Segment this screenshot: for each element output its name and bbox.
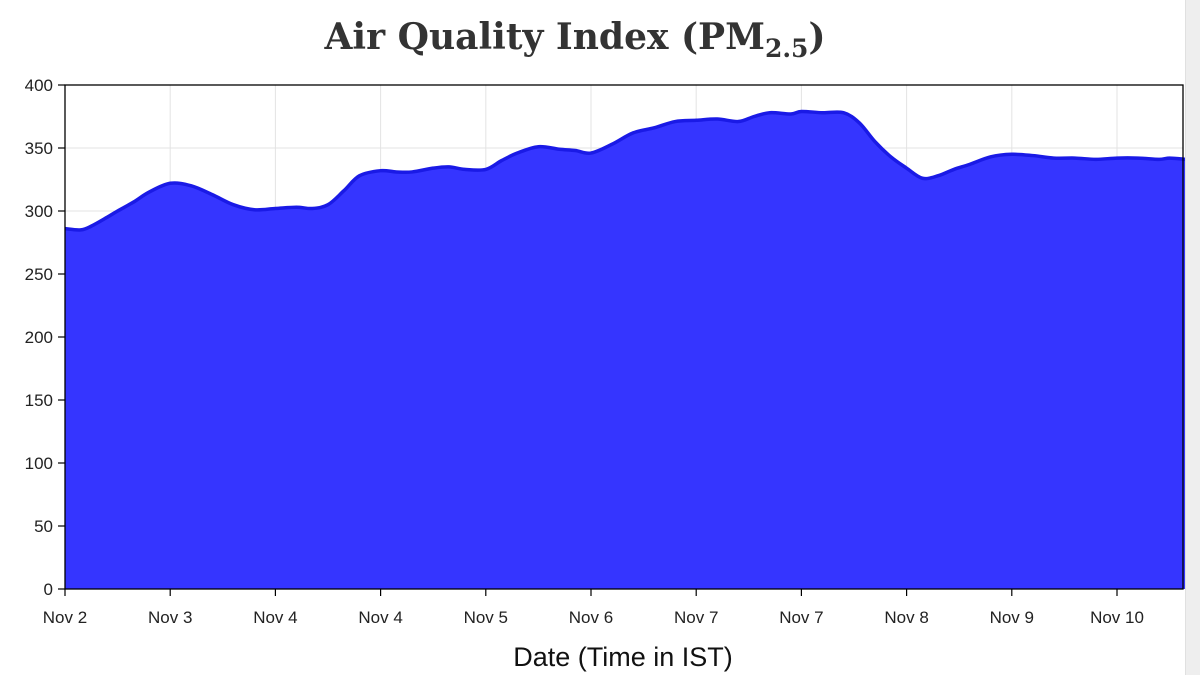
chart-title-main: Air Quality Index (PM (324, 16, 765, 58)
y-tick-label: 400 (25, 76, 53, 95)
x-tick-label: Nov 9 (990, 608, 1034, 627)
x-tick-label: Nov 8 (884, 608, 928, 627)
x-tick-label: Nov 10 (1090, 608, 1144, 627)
x-tick-label: Nov 4 (358, 608, 402, 627)
y-tick-label: 50 (34, 517, 53, 536)
chart-title: Air Quality Index (PM2.5) (324, 16, 826, 63)
y-tick-label: 0 (44, 580, 53, 599)
y-tick-label: 300 (25, 202, 53, 221)
x-tick-label: Nov 7 (674, 608, 718, 627)
y-tick-label: 150 (25, 391, 53, 410)
area-fill (65, 111, 1186, 589)
x-tick-label: Nov 3 (148, 608, 192, 627)
y-tick-label: 200 (25, 328, 53, 347)
x-tick-label: Nov 4 (253, 608, 297, 627)
x-tick-label: Nov 7 (779, 608, 823, 627)
x-tick-label: Nov 5 (464, 608, 508, 627)
axes: 0 50 100 150 200 250 300 350 400 Nov 2 Nov 3 Nov 4 N… (25, 76, 1184, 627)
chart-title-subscript: 2.5 (765, 34, 809, 63)
series-line (64, 109, 1186, 232)
y-tick-label: 100 (25, 454, 53, 473)
y-tick-label: 350 (25, 139, 53, 158)
chart-title-close: ) (808, 16, 825, 58)
x-axis-title: Date (Time in IST) (513, 642, 733, 672)
y-tick-label: 250 (25, 265, 53, 284)
x-tick-label: Nov 2 (43, 608, 87, 627)
scrollbar-edge (1185, 0, 1200, 675)
x-tick-label: Nov 6 (569, 608, 613, 627)
area-series (64, 109, 1186, 589)
